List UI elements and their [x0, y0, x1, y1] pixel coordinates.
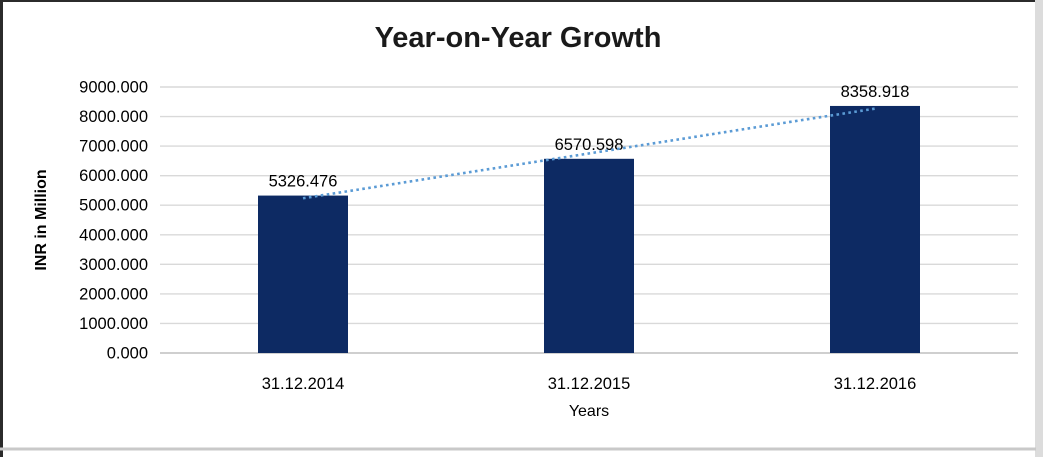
y-tick-label: 7000.000 — [79, 138, 148, 156]
x-tick-label: 31.12.2014 — [262, 375, 345, 393]
bar — [258, 195, 348, 353]
x-axis-title: Years — [568, 403, 610, 420]
trendline — [302, 107, 876, 200]
y-tick-label: 5000.000 — [79, 197, 148, 215]
y-tick-label: 9000.000 — [79, 79, 148, 97]
bar-data-label: 6570.598 — [555, 136, 624, 154]
bar-data-label: 8358.918 — [841, 83, 910, 101]
x-tick-label: 31.12.2015 — [548, 375, 631, 393]
y-tick-label: 3000.000 — [79, 256, 148, 274]
bar — [544, 158, 634, 353]
frame-right-edge — [1035, 0, 1043, 457]
x-tick-label: 31.12.2016 — [834, 375, 917, 393]
y-tick-label: 6000.000 — [79, 167, 148, 185]
bar-data-label: 5326.476 — [269, 173, 338, 191]
chart-title: Year-on-Year Growth — [374, 22, 662, 54]
bar — [830, 105, 920, 353]
y-tick-label: 8000.000 — [79, 108, 148, 126]
y-tick-label: 4000.000 — [79, 226, 148, 244]
y-tick-label: 1000.000 — [79, 315, 148, 333]
y-tick-label: 2000.000 — [79, 285, 148, 303]
y-tick-label: 0.000 — [107, 345, 148, 363]
